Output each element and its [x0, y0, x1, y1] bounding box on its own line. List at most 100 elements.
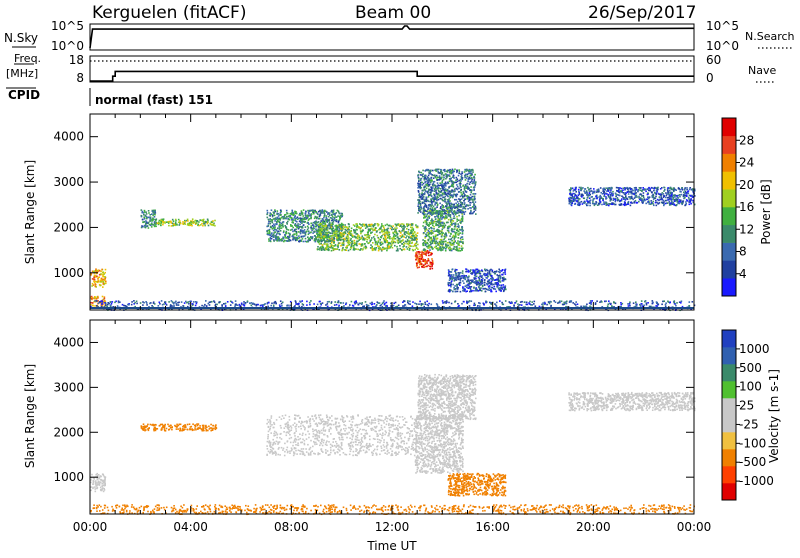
cpid-value: normal (fast) 151: [95, 93, 213, 107]
freq-right-tick-bottom: 0: [706, 71, 714, 85]
nsky-right-tick-bottom: 10^0: [706, 39, 739, 53]
velocity-cbar-tick-5: -100: [739, 436, 766, 450]
velocity-echo-region-4: [417, 374, 476, 421]
velocity-frame: [90, 320, 694, 514]
power-cbar-cell-7: [722, 154, 736, 172]
velocity-ytick-label-3: 4000: [53, 335, 84, 349]
power-echo-region-0: [90, 268, 107, 288]
velocity-echo-region-0: [90, 473, 106, 492]
nsky-line: [90, 26, 694, 48]
freq-label: Freq.: [14, 52, 41, 65]
nsky-left-tick-top: 10^5: [51, 19, 84, 33]
velocity-ylabel: Slant Range [km]: [23, 364, 37, 468]
velocity-ytick-label-1: 2000: [53, 425, 84, 439]
power-cbar-cell-3: [722, 225, 736, 243]
freq-left-tick-top: 18: [69, 53, 84, 67]
nave-label: Nave: [748, 64, 776, 77]
velocity-cbar-cell-1: [722, 466, 736, 483]
velocity-cbar-tick-2: 100: [739, 380, 762, 394]
power-echo-region-6: [415, 250, 434, 270]
velocity-cbar-tick-4: -25: [739, 417, 759, 431]
velocity-cbar-tick-0: 1000: [739, 342, 770, 356]
power-ytick-label-3: 4000: [53, 130, 84, 144]
velocity-cbar-cell-9: [722, 330, 736, 347]
power-cbar-cell-0: [722, 278, 736, 296]
velocity-ytick-label-0: 1000: [53, 470, 84, 484]
power-cbar-cell-6: [722, 171, 736, 189]
freq-unit-label: [MHz]: [6, 67, 38, 80]
velocity-cbar-tick-7: -1000: [739, 474, 774, 488]
beam-title: Beam 00: [355, 3, 431, 23]
power-cbar-cell-2: [722, 243, 736, 261]
power-cbar-cell-4: [722, 207, 736, 225]
power-echo-region-9: [448, 268, 507, 292]
velocity-xtick-label-0: 00:00: [73, 520, 108, 534]
power-ytick-label-1: 2000: [53, 220, 84, 234]
power-cbar-tick-0: 4: [739, 267, 747, 281]
velocity-cbar-tick-3: 25: [739, 399, 754, 413]
velocity-echo-region-3: [415, 414, 464, 474]
station-title: Kerguelen (fitACF): [92, 3, 246, 23]
freq-right-tick-top: 60: [706, 53, 721, 67]
power-axis: 1000 2000 3000 4000: [53, 114, 694, 310]
freq-frame: [90, 56, 694, 82]
power-echo-region-7: [422, 209, 464, 251]
power-ytick-label-2: 3000: [53, 175, 84, 189]
velocity-cbar-tick-6: -500: [739, 455, 766, 469]
velocity-echo-region-6: [568, 392, 695, 412]
power-echo-region-8: [417, 169, 476, 216]
velocity-xtick-label-1: 04:00: [173, 520, 208, 534]
velocity-cbar-cell-3: [722, 432, 736, 449]
velocity-cbar-cell-7: [722, 364, 736, 381]
nsky-frame: [90, 24, 694, 50]
power-frame: [90, 114, 694, 310]
power-echo-region-2: [141, 209, 158, 229]
velocity-xtick-label-2: 08:00: [274, 520, 309, 534]
xlabel-time-ut: Time UT: [366, 539, 417, 553]
velocity-echo-region-5: [447, 473, 506, 497]
velocity-ytick-label-2: 3000: [53, 380, 84, 394]
power-echo-region-1: [90, 296, 107, 308]
power-cbar-cell-1: [722, 260, 736, 278]
power-cbar-tick-6: 28: [739, 133, 754, 147]
velocity-xtick-label-4: 16:00: [475, 520, 510, 534]
power-cbar-tick-3: 16: [739, 200, 754, 214]
power-cbar-cell-9: [722, 118, 736, 136]
nsearch-label: N.Search: [745, 30, 795, 43]
velocity-cbar-cell-2: [722, 449, 736, 466]
power-cbar-cell-8: [722, 136, 736, 154]
velocity-xtick-label-5: 20:00: [576, 520, 611, 534]
velocity-xtick-label-3: 12:00: [375, 520, 410, 534]
velocity-cbar-cell-6: [722, 381, 736, 398]
velocity-xtick-label-6: 00:00: [677, 520, 712, 534]
freq-line: [90, 71, 694, 81]
power-echo-region-10: [568, 187, 695, 207]
freq-left-tick-bottom: 8: [76, 71, 84, 85]
velocity-panel: 1000 2000 3000 4000 00:00 04:00 08:00 12:00 16:0…: [23, 320, 781, 553]
velocity-echo-region-2: [266, 414, 418, 456]
freq-panel: Freq. [MHz] 18 8 60 0 Nave CPID normal (…: [6, 52, 776, 107]
power-cbar-cell-5: [722, 189, 736, 207]
date-title: 26/Sep/2017: [588, 3, 696, 23]
nsky-right-tick-top: 10^5: [706, 19, 739, 33]
velocity-cbar-cell-4: [722, 415, 736, 432]
power-cbar-tick-5: 24: [739, 156, 754, 170]
power-ytick-label-0: 1000: [53, 266, 84, 280]
power-cbar-tick-1: 8: [739, 245, 747, 259]
power-echo-region-3: [156, 218, 216, 226]
nsky-panel: N.Sky 10^5 10^0 10^5 10^0 N.Search: [4, 19, 795, 53]
nsky-left-tick-bottom: 10^0: [51, 39, 84, 53]
velocity-cbar-cell-8: [722, 347, 736, 364]
velocity-axis: 1000 2000 3000 4000 00:00 04:00 08:00 12:00 16:0…: [53, 320, 711, 534]
power-echo-region-11: [90, 300, 695, 311]
cpid-label: CPID: [8, 88, 40, 102]
power-ylabel: Slant Range [km]: [23, 160, 37, 264]
power-cbar-tick-4: 20: [739, 178, 754, 192]
velocity-cbar-tick-1: 500: [739, 361, 762, 375]
velocity-echo-region-1: [141, 423, 218, 431]
velocity-cbar-label: Velocity [m s-1]: [767, 369, 781, 463]
